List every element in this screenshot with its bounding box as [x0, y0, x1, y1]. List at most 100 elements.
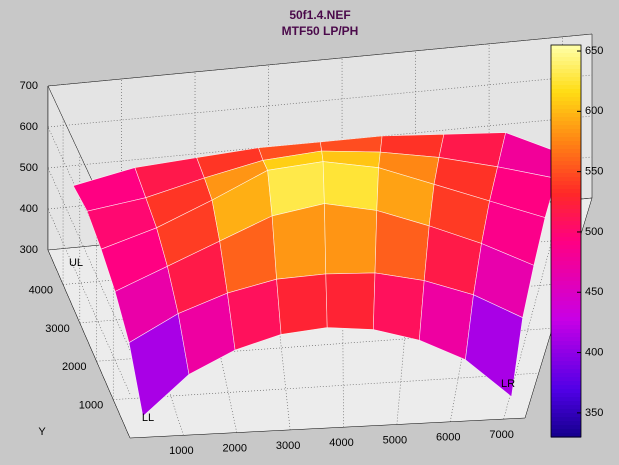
colorbar-swatch	[551, 385, 581, 390]
colorbar-swatch	[551, 321, 581, 326]
colorbar-swatch	[551, 389, 581, 394]
colorbar-swatch	[551, 429, 581, 434]
colorbar-swatch	[551, 45, 581, 50]
colorbar-swatch	[551, 225, 581, 230]
x-tick-label: 7000	[489, 429, 513, 441]
colorbar-swatch	[551, 217, 581, 222]
colorbar-swatch	[551, 425, 581, 430]
grid-line	[96, 327, 553, 362]
colorbar-tick-label: 350	[585, 407, 603, 419]
colorbar-swatch	[551, 297, 581, 302]
colorbar-swatch	[551, 325, 581, 330]
colorbar-swatch	[551, 61, 581, 66]
colorbar-swatch	[551, 309, 581, 314]
colorbar-swatch	[551, 265, 581, 270]
colorbar-swatch	[551, 313, 581, 318]
colorbar-swatch	[551, 417, 581, 422]
colorbar-swatch	[551, 185, 581, 190]
colorbar-swatch	[551, 121, 581, 126]
colorbar-swatch	[551, 205, 581, 210]
z-tick-label: 300	[20, 244, 38, 256]
colorbar-swatch	[551, 221, 581, 226]
colorbar-swatch	[551, 157, 581, 162]
y-tick-label: 2000	[62, 361, 86, 373]
colorbar-swatch	[551, 337, 581, 342]
colorbar-swatch	[551, 209, 581, 214]
colorbar-swatch	[551, 305, 581, 310]
colorbar-swatch	[551, 65, 581, 70]
y-tick-label: 4000	[29, 284, 53, 296]
colorbar-swatch	[551, 289, 581, 294]
colorbar-swatch	[551, 257, 581, 262]
colorbar-swatch	[551, 73, 581, 78]
colorbar-swatch	[551, 301, 581, 306]
colorbar-swatch	[551, 81, 581, 86]
colorbar-swatch	[551, 365, 581, 370]
colorbar-swatch	[551, 233, 581, 238]
colorbar-swatch	[551, 293, 581, 298]
z-tick-label: 600	[20, 121, 38, 133]
colorbar-swatch	[551, 109, 581, 114]
colorbar-swatch	[551, 377, 581, 382]
surface-patch	[276, 273, 328, 335]
colorbar-swatch	[551, 145, 581, 150]
colorbar-swatch	[551, 401, 581, 406]
colorbar-swatch	[551, 161, 581, 166]
colorbar-swatch	[551, 373, 581, 378]
colorbar-swatch	[551, 117, 581, 122]
colorbar-swatch	[551, 197, 581, 202]
z-tick-label: 700	[20, 80, 38, 92]
colorbar-swatch	[551, 397, 581, 402]
surface-patch	[325, 272, 376, 330]
colorbar-swatch	[551, 253, 581, 258]
colorbar-swatch	[551, 433, 581, 438]
surface-patch	[324, 203, 378, 275]
colorbar-swatch	[551, 101, 581, 106]
colorbar-swatch	[551, 193, 581, 198]
colorbar-swatch	[551, 409, 581, 414]
colorbar-swatch	[551, 317, 581, 322]
x-tick-label: 2000	[223, 443, 247, 455]
grid-line	[47, 208, 131, 395]
grid-line	[47, 33, 593, 87]
colorbar-swatch	[551, 345, 581, 350]
annotation: LR	[501, 378, 515, 390]
grid-line	[194, 235, 238, 433]
colorbar-swatch	[551, 273, 581, 278]
x-tick-label: 5000	[383, 434, 407, 446]
colorbar-swatch	[551, 381, 581, 386]
colorbar-swatch	[551, 277, 581, 282]
surface-patch	[271, 203, 327, 280]
grid-line	[47, 74, 593, 128]
colorbar-swatch	[551, 169, 581, 174]
y-tick-label: 3000	[45, 323, 69, 335]
colorbar-swatch	[551, 349, 581, 354]
colorbar-swatch	[551, 181, 581, 186]
colorbar-tick-label: 500	[585, 226, 603, 238]
colorbar-swatch	[551, 341, 581, 346]
colorbar-tick-label: 450	[585, 286, 603, 298]
colorbar-swatch	[551, 213, 581, 218]
colorbar-tick-label: 600	[585, 105, 603, 117]
surface-patch	[465, 294, 524, 398]
colorbar-swatch	[551, 177, 581, 182]
surface-patch	[372, 272, 425, 341]
colorbar-swatch	[551, 93, 581, 98]
x-tick-label: 3000	[276, 440, 300, 452]
colorbar-swatch	[551, 85, 581, 90]
colorbar-swatch	[551, 89, 581, 94]
colorbar-swatch	[551, 77, 581, 82]
colorbar-frame	[550, 44, 582, 438]
colorbar-swatch	[551, 361, 581, 366]
colorbar-swatch	[551, 105, 581, 110]
colorbar-swatch	[551, 245, 581, 250]
colorbar-swatch	[551, 189, 581, 194]
colorbar-swatch	[551, 149, 581, 154]
colorbar-swatch	[551, 133, 581, 138]
grid-line	[113, 372, 539, 400]
colorbar-swatch	[551, 49, 581, 54]
colorbar-swatch	[551, 173, 581, 178]
annotation: UL	[69, 257, 83, 269]
colorbar-swatch	[551, 285, 581, 290]
